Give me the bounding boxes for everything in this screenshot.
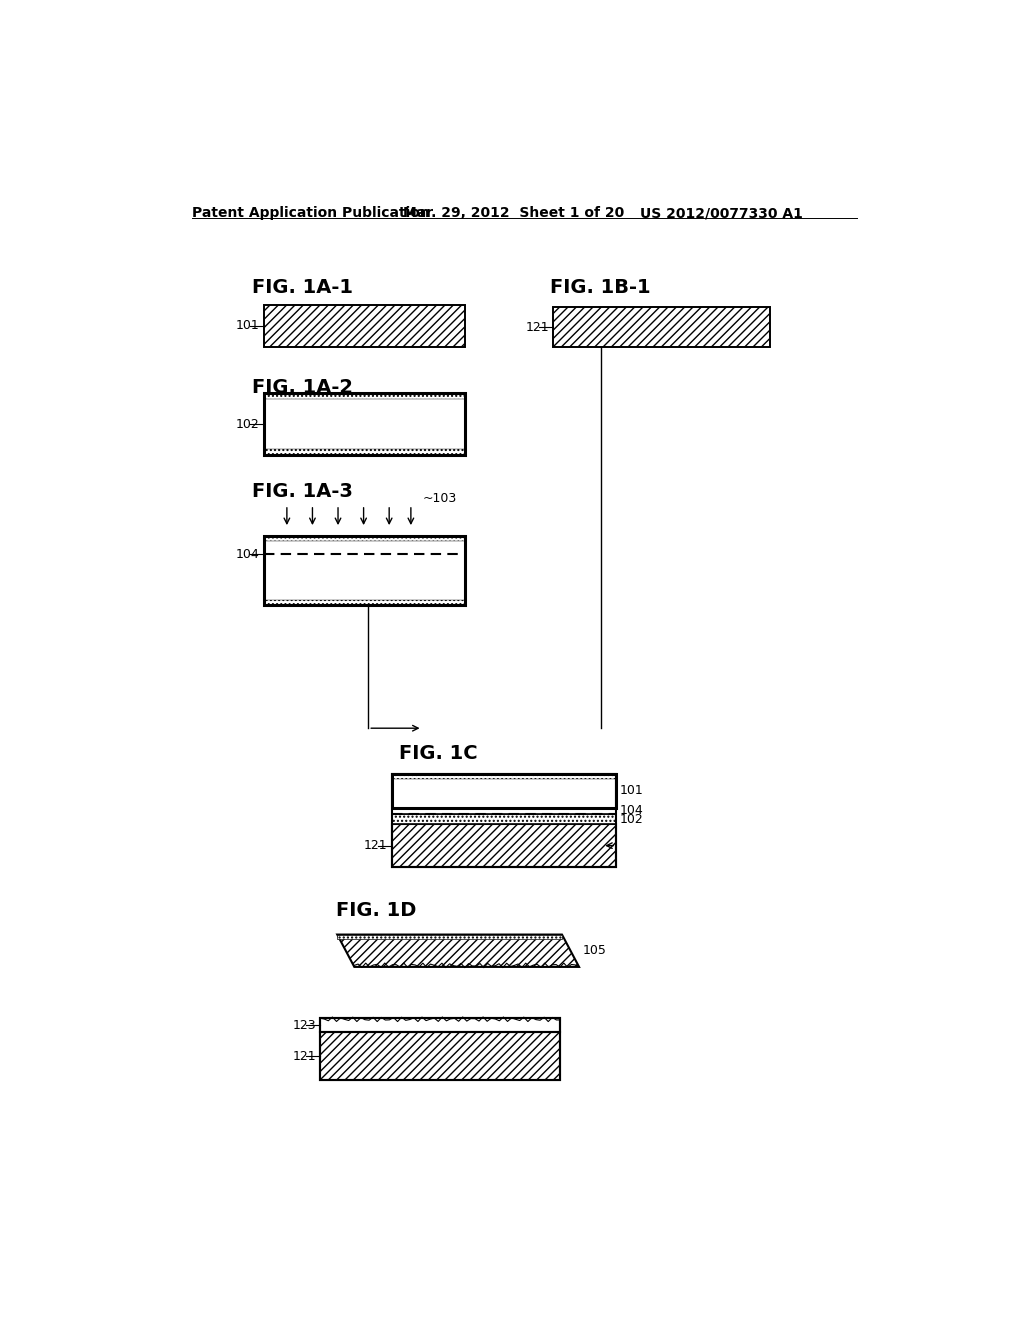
Text: ~103: ~103 xyxy=(423,492,457,506)
Text: FIG. 1A-2: FIG. 1A-2 xyxy=(252,378,353,397)
Bar xyxy=(263,393,465,455)
Text: 102: 102 xyxy=(236,417,260,430)
Text: 101: 101 xyxy=(621,784,644,797)
Text: 104: 104 xyxy=(621,804,644,817)
Bar xyxy=(263,305,465,347)
Bar xyxy=(263,599,465,605)
Text: 101: 101 xyxy=(236,319,260,333)
Bar xyxy=(321,1019,560,1080)
Bar xyxy=(391,774,616,808)
Text: FIG. 1B-1: FIG. 1B-1 xyxy=(550,277,651,297)
Text: FIG. 1D: FIG. 1D xyxy=(336,902,416,920)
Bar xyxy=(263,393,465,399)
Text: 102: 102 xyxy=(621,813,644,825)
Bar xyxy=(391,774,616,808)
Text: 123: 123 xyxy=(293,1019,316,1032)
Bar xyxy=(391,813,616,825)
Bar xyxy=(263,536,465,541)
Bar xyxy=(391,774,616,779)
Text: 104: 104 xyxy=(236,548,260,561)
Text: Mar. 29, 2012  Sheet 1 of 20: Mar. 29, 2012 Sheet 1 of 20 xyxy=(403,206,625,220)
Text: Patent Application Publication: Patent Application Publication xyxy=(191,206,429,220)
Bar xyxy=(321,1019,560,1032)
Text: FIG. 1C: FIG. 1C xyxy=(399,743,478,763)
Text: FIG. 1A-1: FIG. 1A-1 xyxy=(252,277,353,297)
Bar xyxy=(391,813,616,825)
Polygon shape xyxy=(337,935,579,966)
Bar xyxy=(553,308,770,347)
Text: 121: 121 xyxy=(364,840,388,853)
Polygon shape xyxy=(337,935,562,940)
Bar xyxy=(391,825,616,867)
Text: 121: 121 xyxy=(525,321,549,334)
Bar xyxy=(263,536,465,605)
Bar xyxy=(321,1019,560,1032)
Text: FIG. 1A-3: FIG. 1A-3 xyxy=(252,482,353,500)
Text: 121: 121 xyxy=(293,1049,316,1063)
Bar xyxy=(391,774,616,867)
Text: US 2012/0077330 A1: US 2012/0077330 A1 xyxy=(640,206,803,220)
Bar xyxy=(263,393,465,455)
Text: 105: 105 xyxy=(583,944,607,957)
Bar xyxy=(321,1032,560,1080)
Bar xyxy=(263,536,465,605)
Bar xyxy=(263,450,465,455)
